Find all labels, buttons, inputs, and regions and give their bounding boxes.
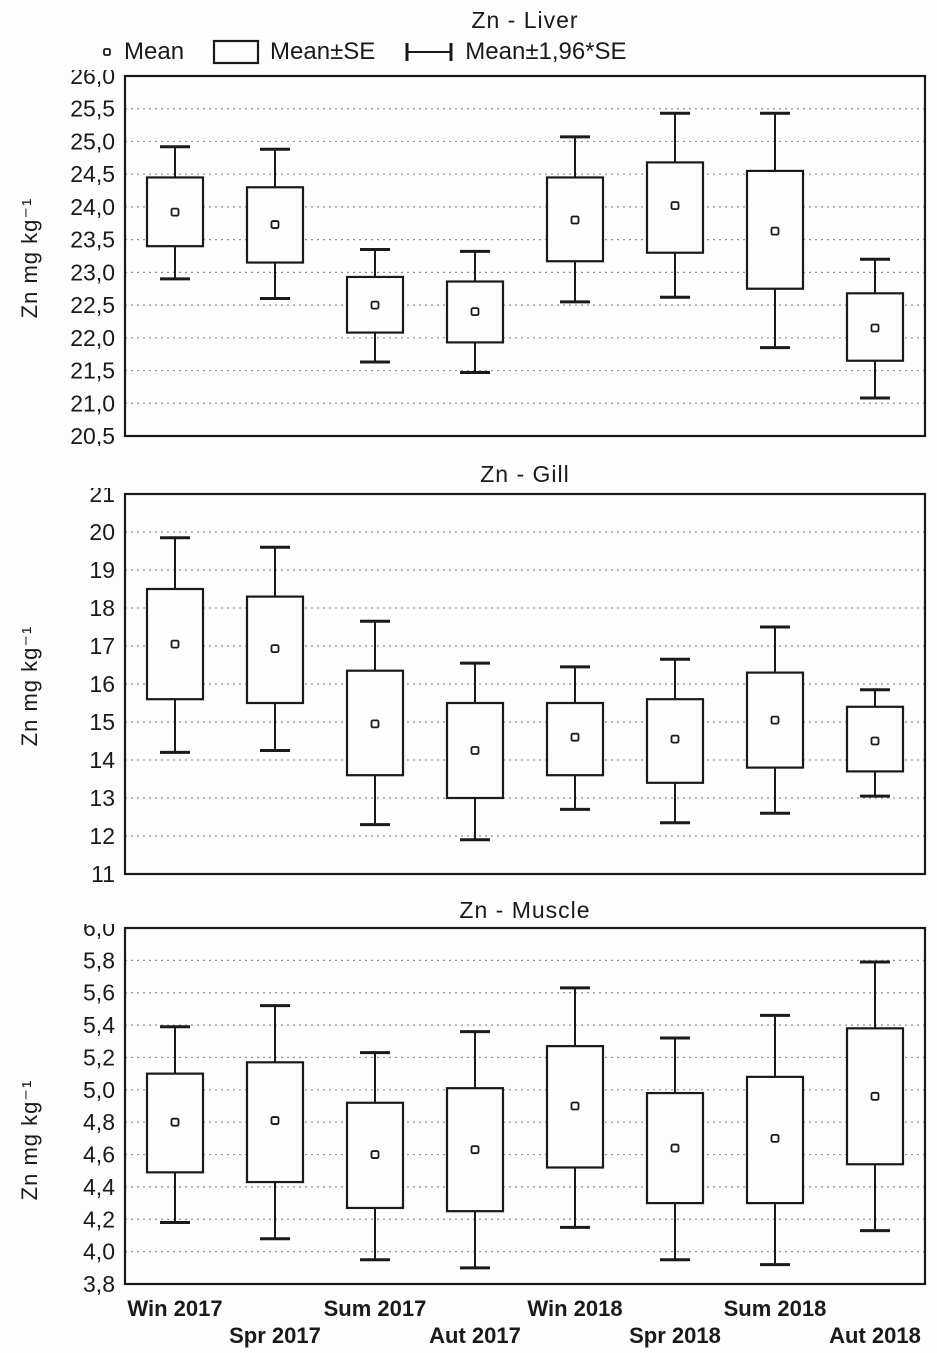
- liver-plot-row: Zn mg kg⁻¹ 26,0 25,5 25,0 24,5 24,0 23,5 23,0 2…: [0, 70, 937, 446]
- svg-text:Sum 2018: Sum 2018: [724, 1296, 827, 1321]
- legend-item-se: Mean±SE: [212, 38, 375, 66]
- svg-text:3,8: 3,8: [83, 1271, 115, 1297]
- svg-text:23,5: 23,5: [70, 227, 115, 253]
- svg-text:26,0: 26,0: [70, 70, 115, 89]
- svg-text:24,0: 24,0: [70, 194, 115, 220]
- svg-text:20: 20: [89, 519, 115, 545]
- svg-text:Win 2017: Win 2017: [127, 1296, 222, 1321]
- svg-text:6,0: 6,0: [83, 924, 115, 941]
- svg-text:Spr 2017: Spr 2017: [229, 1323, 321, 1348]
- legend-item-mean: Mean: [100, 38, 184, 66]
- liver-plot: 26,0 25,5 25,0 24,5 24,0 23,5 23,0 22,5 22,0 21,5…: [70, 70, 927, 446]
- svg-text:24,5: 24,5: [70, 161, 115, 187]
- ci-whisker-icon: [405, 43, 453, 61]
- svg-text:17: 17: [89, 633, 115, 659]
- svg-text:22,0: 22,0: [70, 325, 115, 351]
- muscle-plot: 6,0 5,8 5,6 5,4 5,2 5,0 4,8 4,6 4,4 4,2 4,0 3,8 Win …: [83, 924, 927, 1348]
- svg-text:25,5: 25,5: [70, 96, 115, 122]
- svg-text:12: 12: [89, 823, 115, 849]
- y-axis-label-muscle: Zn mg kg⁻¹: [17, 1079, 42, 1201]
- svg-text:13: 13: [89, 785, 115, 811]
- svg-text:5,4: 5,4: [83, 1012, 115, 1038]
- svg-text:14: 14: [89, 747, 115, 773]
- svg-text:16: 16: [89, 671, 115, 697]
- svg-text:Win 2018: Win 2018: [527, 1296, 622, 1321]
- chart-gill: Zn - Gill Zn mg kg⁻¹ 21 20 19 18 17 16 15 14 13 1…: [0, 460, 937, 884]
- svg-text:21,5: 21,5: [70, 358, 115, 384]
- legend-label-ci: Mean±1,96*SE: [465, 38, 627, 65]
- svg-text:23,0: 23,0: [70, 259, 115, 285]
- svg-text:Spr 2018: Spr 2018: [629, 1323, 721, 1348]
- svg-text:5,6: 5,6: [83, 980, 115, 1006]
- svg-text:18: 18: [89, 595, 115, 621]
- svg-text:Sum 2017: Sum 2017: [324, 1296, 427, 1321]
- svg-text:19: 19: [89, 557, 115, 583]
- chart-liver: Zn - Liver Mean Mean±SE Mean±1,96*SE Zn …: [0, 6, 937, 446]
- legend-item-ci: Mean±1,96*SE: [403, 38, 627, 66]
- svg-text:4,0: 4,0: [83, 1239, 115, 1265]
- gill-plot: 21 20 19 18 17 16 15 14 13 12 11: [89, 488, 927, 884]
- y-axis-label-gill: Zn mg kg⁻¹: [17, 625, 42, 747]
- se-box-icon: [212, 39, 260, 65]
- svg-text:4,4: 4,4: [83, 1174, 115, 1200]
- y-axis-label-liver: Zn mg kg⁻¹: [17, 197, 42, 319]
- svg-text:22,5: 22,5: [70, 292, 115, 318]
- gill-plot-row: Zn mg kg⁻¹ 21 20 19 18 17 16 15 14 13 12 11: [0, 488, 937, 884]
- svg-text:25,0: 25,0: [70, 128, 115, 154]
- svg-text:21,0: 21,0: [70, 390, 115, 416]
- svg-text:11: 11: [91, 861, 115, 884]
- svg-text:4,6: 4,6: [83, 1142, 115, 1168]
- svg-text:15: 15: [89, 709, 115, 735]
- legend-label-se: Mean±SE: [270, 38, 376, 65]
- svg-text:Aut 2018: Aut 2018: [829, 1323, 921, 1348]
- mean-marker-icon: [103, 48, 111, 56]
- svg-text:5,8: 5,8: [83, 947, 115, 973]
- chart-title-gill: Zn - Gill: [480, 461, 570, 487]
- svg-text:Aut 2017: Aut 2017: [429, 1323, 521, 1348]
- svg-text:4,2: 4,2: [83, 1206, 115, 1232]
- svg-text:20,5: 20,5: [70, 423, 115, 446]
- chart-muscle: Zn - Muscle Zn mg kg⁻¹ 6,0 5,8 5,6 5,4 5,2 5,…: [0, 896, 937, 1353]
- chart-title-muscle: Zn - Muscle: [459, 897, 591, 923]
- svg-text:21: 21: [89, 488, 115, 507]
- muscle-plot-row: Zn mg kg⁻¹ 6,0 5,8 5,6 5,4 5,2 5,0 4,8 4,6 4,4 4,…: [0, 924, 937, 1353]
- chart-title-liver: Zn - Liver: [471, 7, 579, 33]
- legend: Mean Mean±SE Mean±1,96*SE: [100, 34, 937, 70]
- legend-label-mean: Mean: [124, 38, 185, 65]
- svg-text:4,8: 4,8: [83, 1109, 115, 1135]
- svg-text:5,2: 5,2: [83, 1044, 115, 1070]
- svg-text:5,0: 5,0: [83, 1077, 115, 1103]
